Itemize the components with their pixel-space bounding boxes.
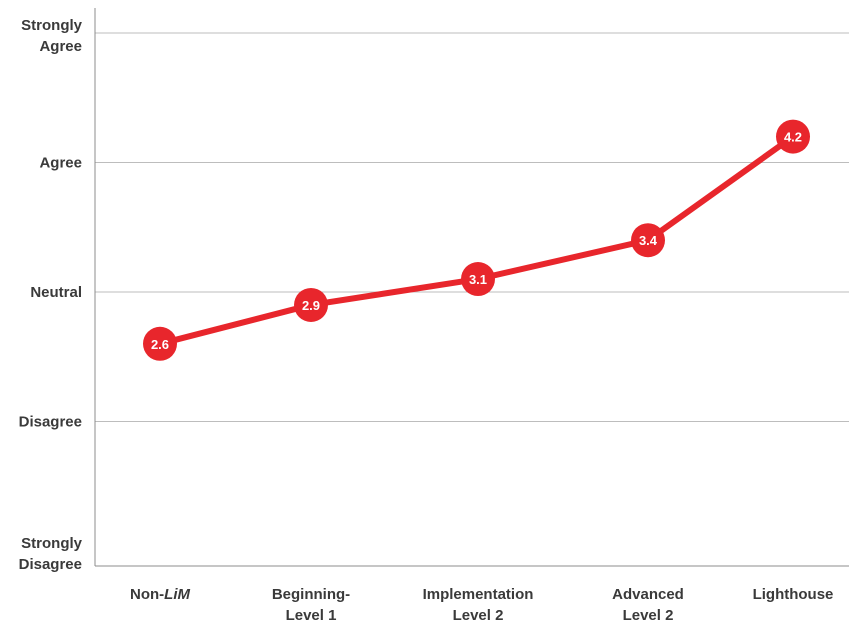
series-line xyxy=(157,133,796,347)
data-label: 4.2 xyxy=(784,130,802,145)
x-tick-label: Advanced xyxy=(612,586,684,603)
y-tick-label: Neutral xyxy=(30,284,82,301)
data-point xyxy=(631,223,665,258)
x-tick-label: Beginning- xyxy=(272,586,350,603)
x-tick-label-part: Non- xyxy=(130,586,164,603)
data-points: 2.6 2.9 3.1 3.4 4.2 xyxy=(143,119,810,361)
y-tick-label: Disagree xyxy=(19,556,82,573)
x-tick-label: Level 2 xyxy=(623,607,674,624)
axes xyxy=(94,8,849,567)
data-label: 2.9 xyxy=(302,298,320,313)
y-tick-labels: Strongly Agree Agree Neutral Disagree Strongl… xyxy=(19,17,83,573)
data-label: 3.1 xyxy=(469,272,487,287)
data-point xyxy=(294,287,328,322)
y-tick-label: Strongly xyxy=(21,535,82,552)
data-point xyxy=(461,262,495,297)
grid-lines xyxy=(95,32,849,422)
data-point xyxy=(776,119,810,154)
y-tick-label: Agree xyxy=(39,38,82,55)
data-label: 3.4 xyxy=(639,233,658,248)
data-point xyxy=(143,326,177,361)
x-tick-labels: Beginning- Level 1 Implementation Level 2 Ad… xyxy=(130,586,833,624)
x-tick-label: Non-LiM xyxy=(130,586,190,603)
series-line-group xyxy=(157,133,796,347)
y-tick-label: Strongly xyxy=(21,17,82,34)
x-tick-label-part-italic: LiM xyxy=(164,586,190,603)
x-tick-label: Implementation xyxy=(423,586,534,603)
data-label: 2.6 xyxy=(151,337,169,352)
y-tick-label: Disagree xyxy=(19,414,82,431)
x-tick-label: Level 2 xyxy=(453,607,504,624)
y-tick-label: Agree xyxy=(39,155,82,172)
x-tick-label: Lighthouse xyxy=(753,586,834,603)
x-tick-label: Level 1 xyxy=(286,607,337,624)
